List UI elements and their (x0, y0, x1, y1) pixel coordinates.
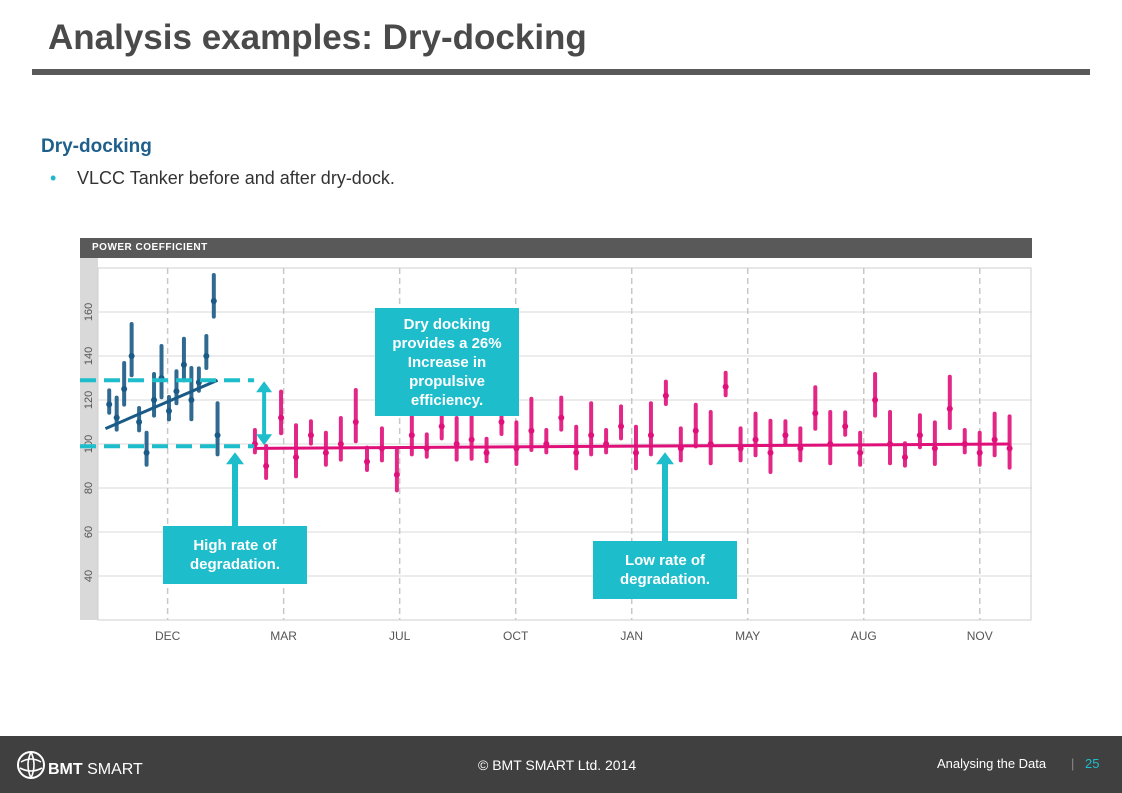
data-point (203, 353, 210, 359)
footer-bar: BMT SMART © BMT SMART Ltd. 2014 Analysin… (0, 736, 1122, 793)
bmt-globe-icon (17, 751, 45, 779)
section-label: Analysing the Data (937, 756, 1047, 771)
data-point (722, 383, 729, 390)
x-tick-label: DEC (155, 629, 181, 643)
data-point (337, 441, 344, 447)
x-tick-label: JAN (620, 629, 643, 643)
brand-name: BMT SMART (48, 761, 143, 779)
data-point (842, 423, 849, 430)
bullet-dot-icon: • (50, 168, 57, 188)
data-point (946, 405, 953, 412)
trend-line (104, 378, 219, 430)
data-point (307, 432, 314, 439)
bullet-text: VLCC Tanker before and after dry-dock. (77, 168, 395, 188)
data-point (782, 432, 789, 439)
callout-dry-docking: Dry docking provides a 26% Increase in p… (375, 308, 519, 416)
data-point (128, 353, 135, 359)
y-tick-label: 100 (83, 435, 95, 453)
data-point (151, 397, 158, 403)
data-point (408, 432, 415, 439)
data-point (136, 419, 143, 425)
brand-smart: SMART (87, 761, 143, 778)
data-point (180, 361, 187, 368)
data-point (916, 432, 923, 439)
data-point (618, 423, 625, 430)
data-point (278, 414, 285, 421)
x-tick-label: MAR (270, 629, 297, 643)
data-point (752, 436, 759, 443)
data-point (106, 401, 113, 408)
data-point (857, 449, 864, 456)
callout-low-rate: Low rate of degradation. (593, 541, 737, 599)
data-point (991, 436, 998, 443)
data-point (188, 397, 195, 403)
data-point (483, 449, 490, 456)
data-point (872, 397, 879, 403)
trend-line (254, 442, 1010, 450)
chart-header-label: POWER COEFFICIENT (92, 242, 208, 253)
y-tick-label: 140 (83, 347, 95, 365)
data-point (121, 386, 128, 392)
slide-title: Analysis examples: Dry-docking (48, 18, 587, 57)
footer-separator: | (1071, 756, 1075, 771)
data-point (453, 441, 460, 447)
y-tick-label: 60 (83, 526, 95, 538)
data-point (647, 432, 654, 439)
data-point (797, 445, 804, 452)
brand-bmt: BMT (48, 761, 83, 778)
power-coefficient-chart: 40 60 80 100 120 140 160 DEC MAR JUL OCT JAN MAY AUG N… (80, 258, 1032, 643)
data-point (573, 449, 580, 456)
data-point (352, 419, 359, 425)
data-point (322, 449, 329, 456)
y-tick-label: 160 (83, 303, 95, 321)
data-point (901, 454, 908, 461)
y-axis-strip (80, 258, 98, 620)
arrow-head-down (256, 434, 273, 446)
data-point (931, 445, 938, 452)
data-point (165, 408, 172, 414)
x-tick-label: JUL (389, 629, 411, 643)
data-point (1006, 445, 1013, 452)
data-point (976, 449, 983, 456)
x-tick-label: MAY (735, 629, 760, 643)
data-point (632, 449, 639, 456)
data-point (558, 414, 565, 421)
data-point (498, 419, 505, 425)
data-point (214, 432, 221, 439)
title-underline (32, 69, 1090, 75)
data-point (173, 388, 180, 395)
data-point (393, 471, 400, 478)
data-point (468, 436, 475, 443)
y-tick-label: 40 (83, 570, 95, 582)
copyright-text: © BMT SMART Ltd. 2014 (478, 757, 637, 773)
x-tick-label: OCT (503, 629, 529, 643)
data-point (812, 410, 819, 417)
x-tick-label: AUG (851, 629, 877, 643)
data-point (263, 463, 270, 469)
data-point (113, 414, 120, 421)
pointer-high-rate-head (226, 452, 244, 465)
x-tick-label: NOV (967, 629, 993, 643)
callout-high-rate: High rate of degradation. (163, 526, 307, 584)
data-point (692, 427, 699, 434)
page-number: 25 (1085, 756, 1100, 771)
data-point (528, 427, 535, 434)
pointer-low-rate-head (656, 452, 674, 465)
data-point (293, 454, 300, 461)
chart-header-bar: POWER COEFFICIENT (80, 238, 1032, 258)
y-tick-label: 80 (83, 482, 95, 494)
data-point (210, 298, 217, 304)
data-point (143, 449, 150, 456)
section-heading: Dry-docking (41, 136, 152, 157)
data-point (767, 449, 774, 456)
data-point (588, 432, 595, 439)
arrow-head-up (256, 381, 273, 393)
data-point (662, 392, 669, 399)
data-point (363, 458, 370, 465)
data-point (438, 423, 445, 430)
y-tick-label: 120 (83, 391, 95, 409)
